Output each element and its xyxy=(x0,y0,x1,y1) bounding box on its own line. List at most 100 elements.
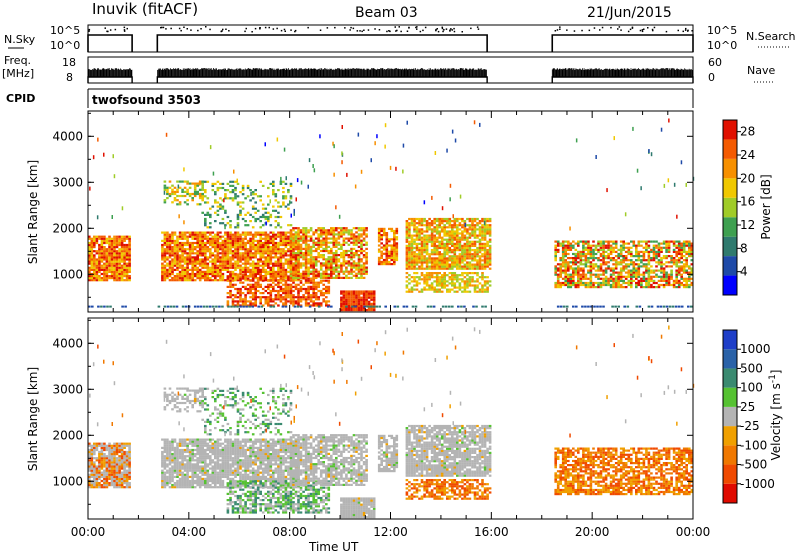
power-cell xyxy=(181,260,184,263)
power-cell xyxy=(319,233,323,236)
power-cell xyxy=(312,266,315,269)
power-cell xyxy=(360,229,363,232)
power-cell xyxy=(193,268,197,271)
power-cell xyxy=(365,235,368,238)
power-cell xyxy=(319,227,323,230)
power-cell xyxy=(322,283,325,286)
power-cell xyxy=(360,260,363,263)
nsky-dot xyxy=(284,30,286,32)
power-cell xyxy=(272,268,275,271)
power-cell xyxy=(451,255,454,258)
power-cell xyxy=(312,289,315,293)
power-cell xyxy=(622,275,625,278)
power-cell xyxy=(382,260,386,264)
power-cell xyxy=(269,241,273,245)
power-cell xyxy=(108,254,111,257)
power-cell xyxy=(395,258,399,262)
power-cell xyxy=(229,264,232,267)
power-cell xyxy=(279,281,283,284)
power-cell xyxy=(408,228,411,231)
power-cell xyxy=(420,267,424,270)
power-cell xyxy=(103,254,106,257)
power-cell xyxy=(355,272,358,275)
power-cell xyxy=(201,254,204,257)
power-cell xyxy=(471,253,474,256)
power-cell xyxy=(241,237,245,240)
power-cell xyxy=(239,296,242,299)
power-cell xyxy=(188,235,192,238)
power-cell xyxy=(340,245,343,248)
power-cell xyxy=(241,302,245,305)
power-cell xyxy=(438,259,441,262)
power-cell xyxy=(561,283,565,287)
power-cell xyxy=(567,263,570,266)
power-cell xyxy=(476,240,479,243)
nsky-dot xyxy=(477,28,480,30)
nave-tick-top: 60 xyxy=(708,56,722,69)
power-cell xyxy=(171,264,174,267)
power-cell xyxy=(408,274,411,277)
power-cell xyxy=(330,266,333,269)
power-cell xyxy=(186,275,189,278)
power-cell xyxy=(239,279,242,282)
power-cell xyxy=(630,252,633,256)
power-cell xyxy=(589,257,593,260)
power-cell xyxy=(446,267,449,270)
power-cell xyxy=(183,231,187,234)
power-cell xyxy=(380,234,383,237)
power-cell xyxy=(340,309,343,312)
power-cell xyxy=(284,260,288,263)
power-cell xyxy=(246,304,250,307)
power-cell xyxy=(415,280,419,283)
power-cell xyxy=(259,279,262,282)
power-cell xyxy=(627,252,631,256)
power-cell xyxy=(224,254,227,257)
power-cell xyxy=(458,288,462,291)
power-cell xyxy=(483,232,487,235)
power-cell xyxy=(231,239,235,242)
power-cell xyxy=(463,228,467,231)
power-cell xyxy=(196,256,199,259)
power-cell xyxy=(241,246,245,249)
power-cell xyxy=(430,238,434,241)
power-cell xyxy=(103,277,106,280)
power-cell xyxy=(279,275,283,278)
power-cell xyxy=(365,272,368,275)
power-cell xyxy=(88,248,91,251)
power-cell xyxy=(284,235,288,238)
power-cell xyxy=(88,256,91,259)
power-cell xyxy=(466,278,469,281)
power-cell xyxy=(435,244,439,247)
power-cell xyxy=(428,284,431,287)
power-cell xyxy=(103,272,106,276)
power-cell xyxy=(128,277,131,280)
power-cell xyxy=(251,268,255,271)
power-cell xyxy=(360,302,363,305)
power-cell xyxy=(385,256,389,259)
power-cell xyxy=(231,294,235,297)
power-cell xyxy=(335,229,338,232)
nsky-dot xyxy=(687,30,689,32)
power-cell xyxy=(269,235,273,238)
power-cell xyxy=(433,290,436,293)
power-cell xyxy=(118,268,121,271)
power-cell xyxy=(415,284,419,287)
power-cell xyxy=(88,235,91,238)
power-cell xyxy=(342,249,346,253)
power-cell xyxy=(105,277,109,280)
power-cell xyxy=(244,254,247,257)
power-cell xyxy=(433,257,436,260)
power-cell xyxy=(440,263,444,266)
power-cell xyxy=(335,256,338,259)
power-cell xyxy=(214,272,217,276)
power-cell xyxy=(211,268,215,271)
power-cell xyxy=(125,250,129,253)
power-cell xyxy=(113,266,116,269)
power-cell xyxy=(214,277,217,280)
power-cell xyxy=(115,268,119,271)
power-cell xyxy=(627,269,631,272)
power-cell xyxy=(98,264,101,267)
power-cell xyxy=(312,294,315,297)
power-cell xyxy=(282,264,285,267)
power-cell xyxy=(254,252,257,255)
